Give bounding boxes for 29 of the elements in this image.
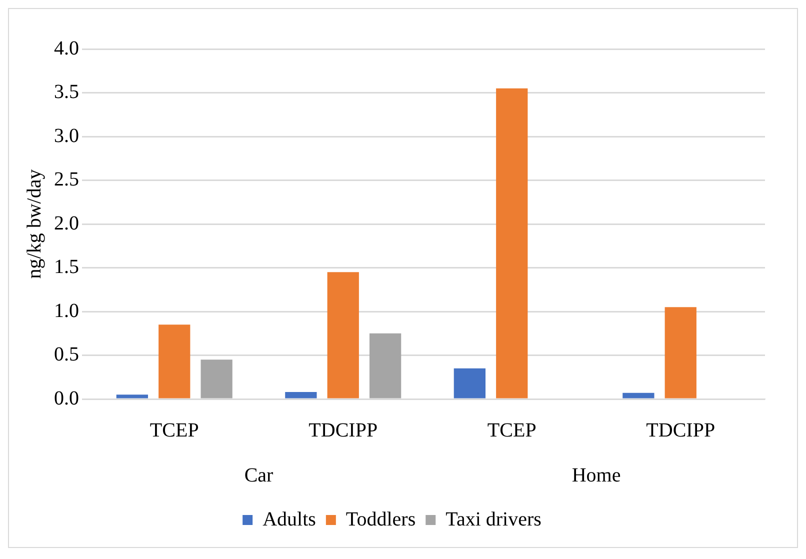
text: Car: [244, 464, 274, 486]
x-tick-label: TCEP: [150, 419, 199, 442]
y-axis-title: ng/kg bw/day: [23, 169, 46, 279]
bar: [664, 307, 696, 398]
bar: [622, 392, 654, 398]
bar: [158, 324, 190, 398]
legend-label: Adults: [262, 508, 316, 530]
bar: [285, 392, 317, 398]
y-tick-label: 0.5: [54, 344, 79, 366]
x-tick-label: TCEP: [487, 419, 536, 442]
y-tick-label: 3.0: [54, 124, 79, 147]
x-tick-label: TDCIPP: [308, 419, 378, 442]
y-tick-label: 1.5: [54, 256, 79, 278]
bar: [369, 333, 402, 398]
y-tick-label: 1.0: [54, 300, 79, 322]
bar: [200, 360, 232, 398]
y-tick-label: 3.5: [54, 81, 79, 103]
y-tick-label: 2.5: [54, 168, 79, 190]
bar: [116, 394, 148, 398]
legend-label: Toddlers: [346, 508, 416, 530]
bar: [327, 272, 359, 398]
bar: [496, 88, 528, 398]
legend-label: Taxi drivers: [446, 508, 542, 530]
bar: [454, 368, 486, 398]
y-tick-label: 0.0: [54, 387, 79, 410]
y-tick-label: 4.0: [54, 37, 79, 60]
y-tick-label: 2.0: [54, 212, 79, 234]
x-tick-label: TDCIPP: [646, 419, 716, 442]
text: Home: [572, 464, 621, 486]
